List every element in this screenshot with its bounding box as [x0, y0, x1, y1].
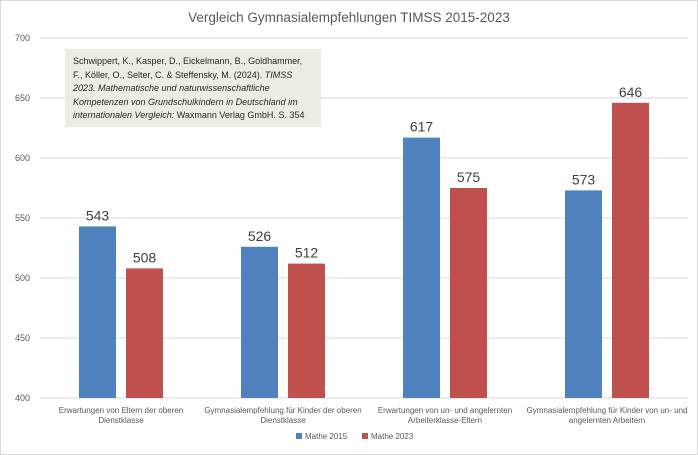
data-label: 573 [572, 171, 596, 187]
data-label: 617 [410, 119, 434, 135]
x-category-label: Erwartungen von Eltern der oberen [59, 406, 184, 415]
legend-swatch [362, 433, 368, 439]
legend: Mathe 2015 Mathe 2023 [296, 432, 414, 441]
bar [450, 188, 487, 398]
data-label: 575 [457, 169, 481, 185]
data-label: 646 [619, 84, 643, 100]
data-labels: 543 508 526 512 617 575 573 646 [86, 84, 643, 266]
source-text-publisher: Waxmann Verlag GmbH. S. 354 [174, 110, 305, 120]
bar [79, 226, 116, 398]
y-tick-label: 550 [15, 213, 30, 223]
source-text-authors: Schwippert, K., Kasper, D., Eickelmann, … [73, 56, 303, 80]
y-axis-ticks: 400 450 500 550 600 650 700 [15, 33, 30, 403]
x-category-label: angelernten Arbeitern [569, 416, 646, 425]
x-category-label: Erwartungen von un- und angelernten [378, 406, 512, 415]
bar [403, 137, 440, 398]
x-category-label: Gymnasialempfehlung für Kinder von un- u… [527, 406, 688, 415]
y-tick-label: 450 [15, 333, 30, 343]
legend-swatch [296, 433, 302, 439]
bar [612, 102, 649, 399]
x-category-label: Dienstklasse [260, 416, 306, 425]
bar [288, 263, 325, 398]
x-category-label: Arbeiterklasse-Eltern [408, 416, 482, 425]
y-tick-label: 400 [15, 393, 30, 403]
bar [565, 190, 602, 398]
x-axis-labels: Erwartungen von Eltern der oberenDienstk… [59, 406, 688, 425]
data-label: 512 [295, 245, 319, 261]
bar [126, 268, 163, 398]
y-tick-label: 500 [15, 273, 30, 283]
y-tick-label: 600 [15, 153, 30, 163]
legend-label: Mathe 2015 [305, 432, 348, 441]
x-category-label: Gymnasialempfehlung für Kinder der obere… [204, 406, 361, 415]
data-label: 508 [133, 249, 157, 265]
bars [79, 102, 649, 399]
source-text-title: TIMSS 2023. Mathematische und naturwisse… [73, 69, 298, 121]
data-label: 543 [86, 207, 110, 223]
legend-label: Mathe 2023 [371, 432, 414, 441]
bar [241, 246, 278, 398]
source-citation-box: Schwippert, K., Kasper, D., Eickelmann, … [65, 49, 321, 127]
y-tick-label: 700 [15, 33, 30, 43]
y-tick-label: 650 [15, 93, 30, 103]
chart-title: Vergleich Gymnasialempfehlungen TIMSS 20… [188, 10, 510, 25]
data-label: 526 [248, 228, 272, 244]
x-category-label: Dienstklasse [98, 416, 144, 425]
